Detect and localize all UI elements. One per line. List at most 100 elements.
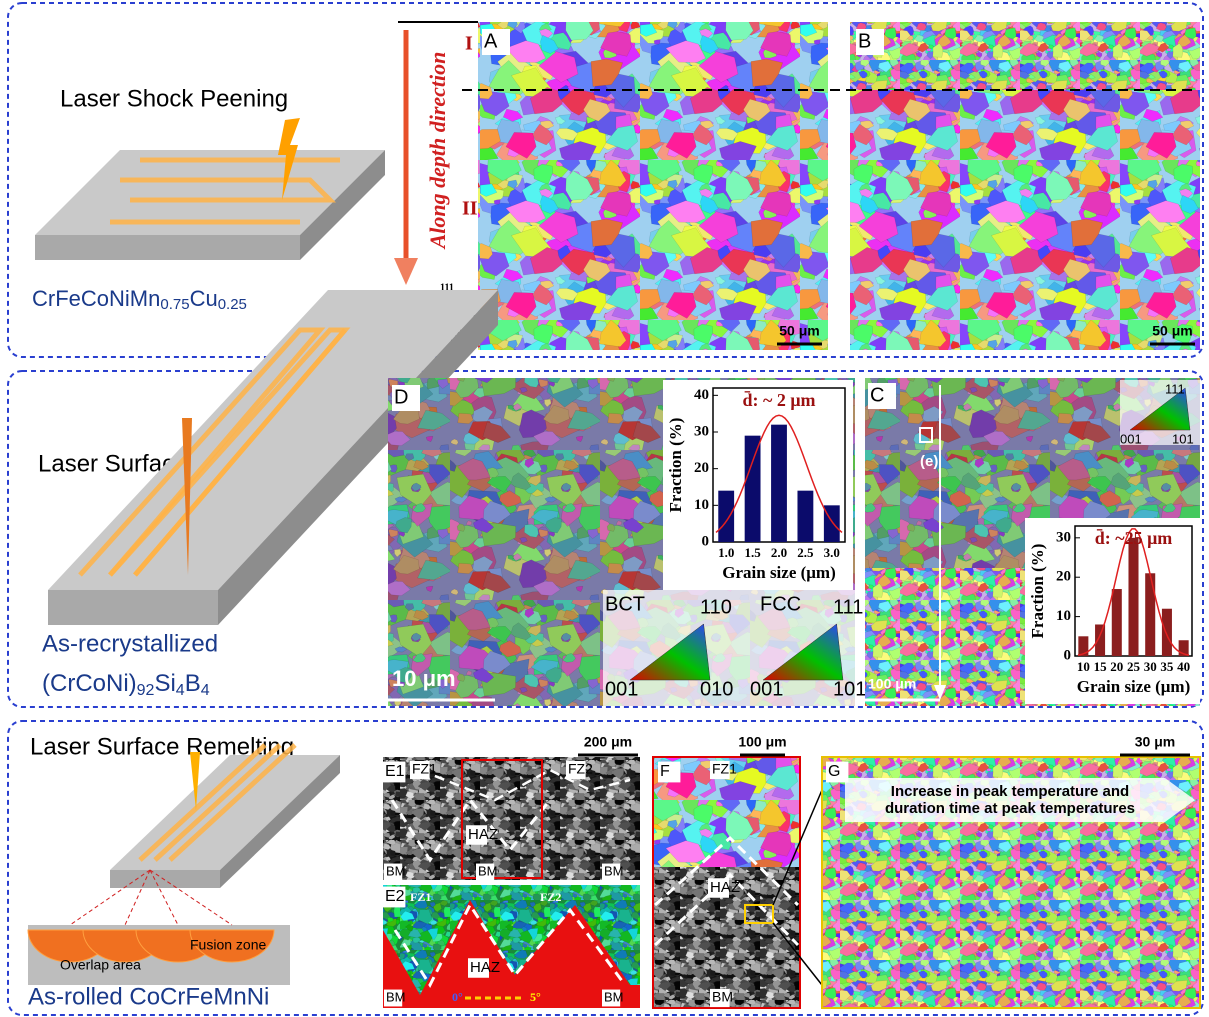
- label: BM: [604, 863, 624, 878]
- subscript: 92: [137, 682, 155, 699]
- label: F: [660, 763, 670, 780]
- formula-part: (CrCoNi): [42, 670, 137, 697]
- label: d̄: ~25 μm: [1095, 528, 1173, 548]
- page: { "panels": [ { "process": "Laser Shock …: [0, 0, 1209, 1017]
- label: Fusion zone: [190, 937, 266, 953]
- label: 20: [1110, 659, 1123, 674]
- label: Grain size (μm): [722, 563, 836, 582]
- label: 111: [833, 596, 863, 618]
- label: G: [828, 763, 840, 780]
- material: (CrCoNi)92Si4B4: [42, 670, 210, 699]
- formula-part: Cu: [190, 286, 218, 311]
- label: BM: [386, 989, 406, 1004]
- scale-label: 100 μm: [868, 676, 916, 692]
- label: 3.0: [824, 545, 840, 560]
- label: As-recrystallized: [42, 630, 218, 657]
- bar: [718, 491, 734, 542]
- label: I: [465, 33, 473, 55]
- label: 010: [700, 678, 733, 700]
- slab-front: [110, 870, 220, 888]
- label: Along depth direction: [425, 52, 450, 251]
- label: BM: [386, 863, 406, 878]
- formula-part: B: [185, 670, 201, 697]
- label: 110: [700, 596, 732, 618]
- label: BM: [712, 989, 733, 1005]
- label: d̄: ~ 2 μm: [742, 390, 815, 410]
- label: II: [462, 198, 478, 220]
- label: HAZ: [468, 826, 498, 843]
- label: 40: [694, 387, 709, 403]
- label: 50 μm: [779, 323, 819, 339]
- label: HAZ: [710, 879, 740, 896]
- label: 30 μm: [1135, 734, 1175, 750]
- label: 2.5: [797, 545, 814, 560]
- label: 2.0: [771, 545, 787, 560]
- label: C: [870, 384, 884, 406]
- label: Fraction (%): [1028, 544, 1047, 639]
- bar: [771, 425, 787, 542]
- label: 111: [1165, 381, 1185, 396]
- label: 200 μm: [584, 734, 632, 750]
- label: 0: [702, 533, 710, 549]
- formula-part: Si: [154, 670, 175, 697]
- label: 10: [694, 497, 709, 513]
- material: CrFeCoNiMn0.75Cu0.25: [32, 286, 247, 313]
- micrograph: [850, 90, 1200, 350]
- note: Increase in peak temperature andduration…: [885, 783, 1135, 817]
- arrow-head: [394, 258, 418, 285]
- label: 001: [605, 678, 638, 700]
- label: E1: [385, 763, 405, 780]
- label: Overlap area: [60, 957, 141, 973]
- subscript: 4: [201, 682, 210, 699]
- label: 10: [1077, 659, 1090, 674]
- label: 35: [1160, 659, 1174, 674]
- label: B: [858, 30, 871, 52]
- bar: [1162, 609, 1172, 656]
- label: 50 μm: [1152, 323, 1192, 339]
- bar: [1128, 538, 1138, 656]
- label: 0°: [452, 990, 463, 1004]
- label: FZ1: [412, 761, 437, 777]
- bar: [1145, 573, 1155, 656]
- micrograph: [478, 22, 828, 350]
- label: FZ2: [540, 890, 561, 904]
- label: FZ1: [712, 761, 737, 777]
- label: FCC: [760, 593, 801, 615]
- note-line: Increase in peak temperature and: [891, 783, 1129, 800]
- label: BCT: [605, 593, 645, 615]
- subscript: 4: [176, 682, 185, 699]
- label: (e): [920, 453, 938, 470]
- label: 15: [1094, 659, 1108, 674]
- label: BM: [478, 863, 498, 878]
- slab-front: [35, 235, 300, 260]
- subscript: 0.75: [160, 296, 189, 313]
- label: A: [484, 30, 498, 52]
- label: 40: [1177, 659, 1190, 674]
- label: 30: [694, 423, 709, 439]
- label: 5°: [530, 990, 541, 1004]
- bar: [797, 491, 813, 542]
- label: FZ1: [410, 890, 431, 904]
- subscript: 0.25: [218, 296, 247, 313]
- label: 100 μm: [738, 734, 786, 750]
- label: 30: [1056, 529, 1071, 545]
- label: BM: [604, 989, 624, 1004]
- label: 30: [1144, 659, 1157, 674]
- label: Fraction (%): [666, 418, 685, 513]
- label: 10: [1056, 608, 1071, 624]
- slab-front: [48, 590, 218, 625]
- label: 1.0: [718, 545, 734, 560]
- label: E2: [385, 888, 405, 905]
- label: 0: [1064, 647, 1072, 663]
- bar: [1095, 624, 1105, 656]
- label: 101: [833, 678, 866, 700]
- scale-label: 10 μm: [392, 666, 456, 691]
- figure: Laser Shock Peening CrFeCoNiMn0.75Cu0.25 A…: [0, 0, 1209, 1017]
- label: 20: [1056, 569, 1071, 585]
- label: 1.5: [744, 545, 761, 560]
- label: As-rolled CoCrFeMnNi: [28, 983, 269, 1010]
- label: FZ2: [568, 761, 593, 777]
- micrograph: [850, 22, 1200, 92]
- label: 20: [694, 460, 709, 476]
- label: Laser Shock Peening: [60, 85, 288, 112]
